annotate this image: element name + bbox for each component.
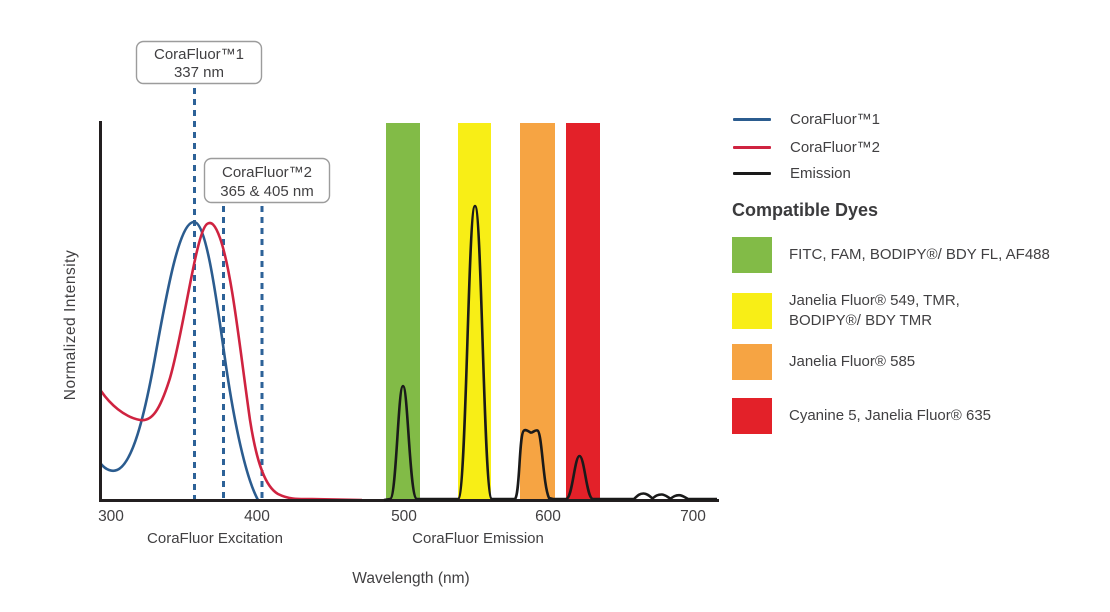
excitation-section-label: CoraFluor Excitation [147, 530, 283, 547]
annotation2-line1: CoraFluor™2 [222, 164, 312, 181]
x-tick-700: 700 [680, 508, 706, 525]
green-dye-label: FITC, FAM, BODIPY®/ BDY FL, AF488 [789, 246, 1050, 264]
yellow-dye-label-line1: Janelia Fluor® 549, TMR, [789, 292, 960, 309]
green-dye-swatch [732, 237, 772, 273]
annotation-box-corafluor1 [135, 40, 263, 85]
excitation-curve-corafluor1 [100, 220, 260, 501]
spectra-chart: CoraFluor™1 337 nm CoraFluor™2 365 & 405… [62, 40, 719, 587]
compatible-dyes-title: Compatible Dyes [732, 200, 879, 220]
x-tick-300: 300 [98, 508, 124, 525]
dye-row-green: FITC, FAM, BODIPY®/ BDY FL, AF488 [732, 237, 1050, 273]
dye-row-yellow: Janelia Fluor® 549, TMR, BODIPY®/ BDY TM… [732, 291, 960, 330]
annotation2-line2: 365 & 405 nm [220, 183, 313, 200]
x-tick-600: 600 [535, 508, 561, 525]
legend-item-corafluor2: CoraFluor™2 [733, 139, 880, 156]
emission-section-label: CoraFluor Emission [412, 530, 544, 547]
legend-panel: CoraFluor™1 CoraFluor™2 Emission Compati… [730, 0, 1110, 612]
yellow-dye-label-line2: BODIPY®/ BDY TMR [789, 311, 933, 329]
annotation-box-corafluor2 [203, 157, 331, 204]
orange-dye-label: Janelia Fluor® 585 [789, 353, 916, 371]
emission-line-swatch [733, 172, 771, 175]
red-dye-label: Cyanine 5, Janelia Fluor® 635 [789, 407, 992, 425]
y-axis-title: Normalized Intensity [62, 250, 79, 400]
emission-curve [383, 204, 717, 502]
dye-row-red: Cyanine 5, Janelia Fluor® 635 [732, 398, 991, 434]
yellow-dye-label: Janelia Fluor® 549, TMR, BODIPY®/ BDY TM… [789, 291, 960, 330]
legend-label-corafluor1: CoraFluor™1 [790, 111, 881, 128]
x-tick-400: 400 [244, 508, 270, 525]
filter-band-red [566, 123, 600, 501]
orange-dye-swatch [732, 344, 772, 380]
filter-band-green [386, 123, 420, 501]
legend-label-corafluor2: CoraFluor™2 [790, 139, 881, 156]
legend-label-emission: Emission [790, 165, 851, 182]
legend-item-corafluor1: CoraFluor™1 [733, 111, 880, 128]
x-tick-500: 500 [391, 508, 417, 525]
legend-item-emission: Emission [733, 165, 851, 182]
red-dye-swatch [732, 398, 772, 434]
excitation-curve-corafluor2 [99, 221, 363, 502]
dye-row-orange: Janelia Fluor® 585 [732, 344, 915, 380]
filter-band-orange [520, 123, 555, 501]
x-axis-title: Wavelength (nm) [352, 570, 469, 587]
corafluor2-line-swatch [733, 146, 771, 149]
yellow-dye-swatch [732, 292, 772, 329]
annotation1-line1: CoraFluor™1 [154, 46, 244, 63]
annotation1-line2: 337 nm [174, 64, 224, 81]
corafluor1-line-swatch [733, 118, 771, 121]
